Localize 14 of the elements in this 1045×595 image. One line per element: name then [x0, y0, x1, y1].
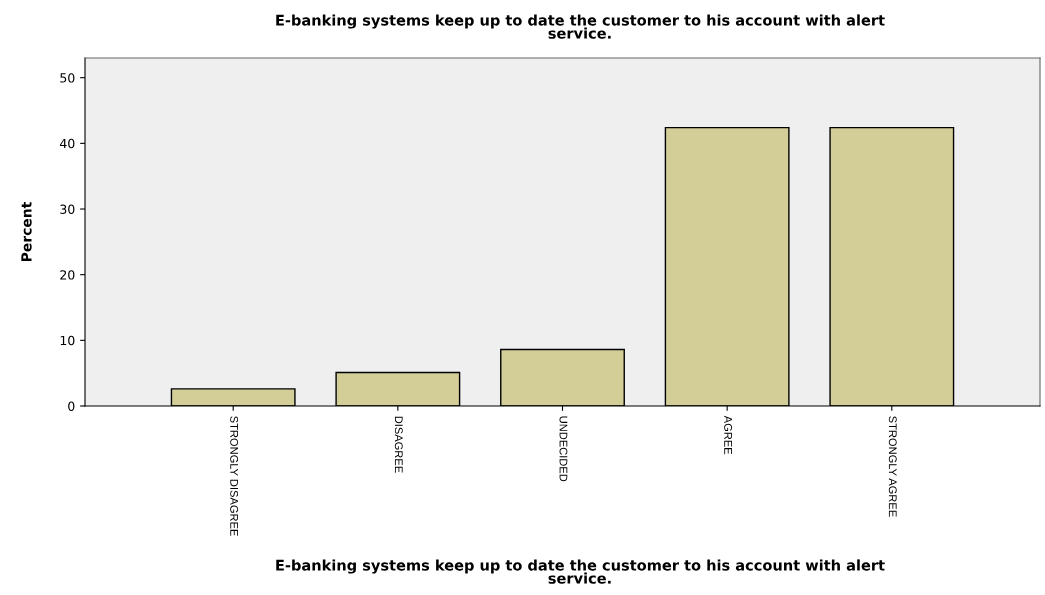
y-tick-label: 0: [68, 401, 75, 411]
y-tick-label: 40: [59, 138, 75, 149]
chart-title: E-banking systems keep up to date the customer to his account with alert service.: [276, 14, 885, 39]
x-tick-label: DISAGREE: [394, 416, 403, 473]
y-axis-title: Percent: [21, 202, 32, 262]
x-axis-title: E-banking systems keep up to date the customer to his account with alert service.: [276, 559, 885, 584]
y-tick-label: 30: [60, 204, 75, 214]
x-tick-label: UNDECIDED: [559, 416, 568, 482]
y-tick-label: 50: [60, 73, 75, 83]
y-tick-label: 10: [60, 335, 75, 346]
x-tick-label: STRONGLY AGREE: [888, 416, 897, 517]
x-tick-label: STRONGLY DISAGREE: [230, 416, 239, 536]
y-tick-label: 20: [60, 270, 75, 280]
x-tick-label: AGREE: [724, 415, 733, 455]
